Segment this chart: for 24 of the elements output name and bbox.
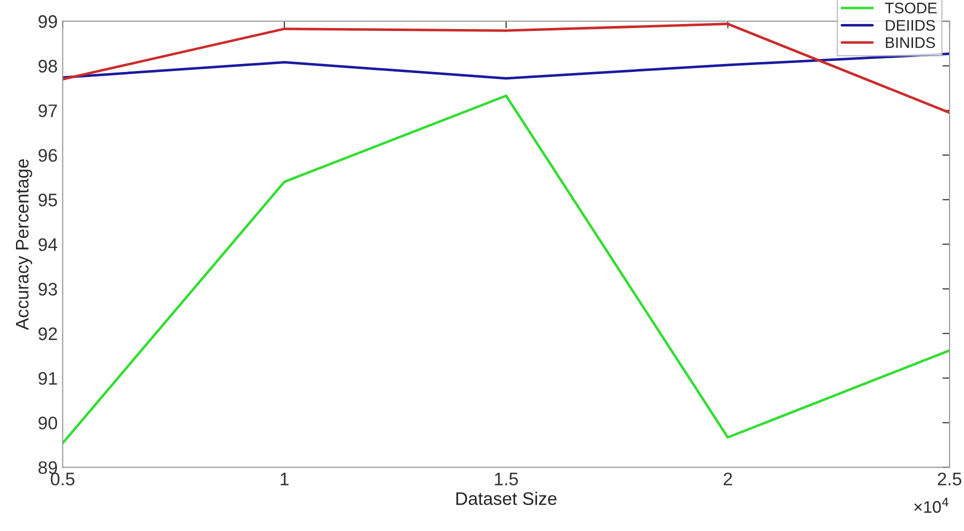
y-tick-label: 99 [38,15,57,28]
x-tick-label: 1 [280,472,289,486]
y-tick-label: 96 [38,148,58,162]
y-tick-label: 95 [38,194,58,206]
legend-label: TSODE [885,2,937,14]
y-tick-label: 93 [38,282,58,296]
line-series [62,94,950,444]
legend-label: DEIIDS [886,20,935,31]
x-axis-title: Dataset Size [456,492,556,506]
x-tick-label: 2 [724,472,732,486]
line-series [62,52,950,80]
text: ×10$^{4}$ [914,498,948,513]
y-tick-label: 94 [38,238,58,251]
y-tick-label: 92 [38,327,57,340]
x-tick-label: 1.5 [494,472,518,486]
y-axis-title: Accuracy Percentage [16,159,32,330]
x-tick-label: 0.5 [50,472,74,486]
y-tick-label: 98 [38,60,58,73]
x-tick-label: 2.5 [938,472,962,486]
y-tick-label: 97 [38,104,57,118]
legend-label: BINIDS [886,37,935,48]
y-tick-label: 91 [38,372,57,385]
y-tick-label: 89 [38,461,57,474]
y-tick-label: 90 [38,416,58,430]
